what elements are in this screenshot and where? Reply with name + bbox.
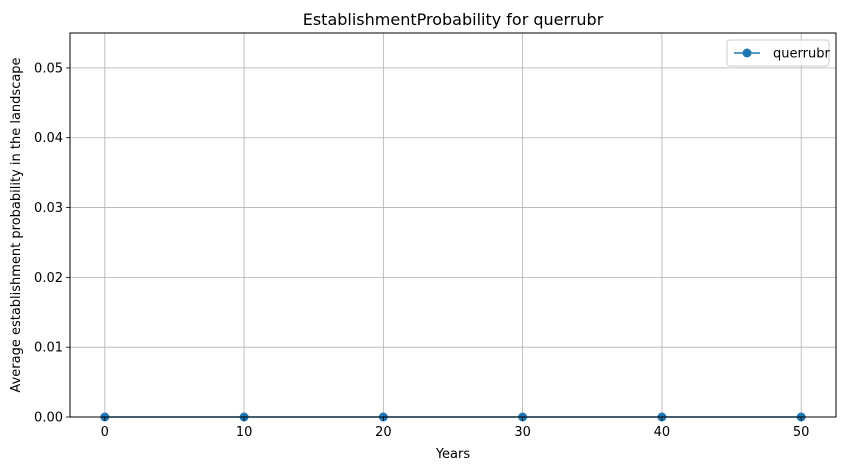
y-tick-label: 0.05 (34, 61, 63, 76)
y-axis-label: Average establishment probability in the… (9, 57, 24, 392)
grid (70, 33, 836, 418)
y-tick-label: 0.01 (34, 341, 63, 356)
x-tick-label: 10 (236, 425, 253, 440)
chart-title: EstablishmentProbability for querrubr (303, 10, 604, 29)
x-tick-label: 20 (375, 425, 392, 440)
x-tick-label: 50 (793, 425, 810, 440)
legend-label-querrubr: querrubr (773, 47, 830, 62)
y-tick-label: 0.03 (34, 201, 63, 216)
y-tick-label: 0.02 (34, 271, 63, 286)
x-axis-label: Years (435, 447, 471, 462)
legend-box (726, 39, 830, 67)
y-axis: 0.00 0.01 0.02 0.03 0.04 0.05 (34, 61, 70, 426)
x-tick-label: 30 (514, 425, 531, 440)
legend: querrubr (726, 39, 830, 67)
y-tick-label: 0.00 (34, 411, 63, 426)
x-axis: 0 10 20 30 40 50 (101, 417, 810, 440)
legend-marker (742, 48, 752, 58)
x-tick-label: 40 (654, 425, 671, 440)
y-tick-label: 0.04 (34, 131, 63, 146)
axes-frame (69, 32, 837, 418)
x-tick-label: 0 (101, 425, 109, 440)
